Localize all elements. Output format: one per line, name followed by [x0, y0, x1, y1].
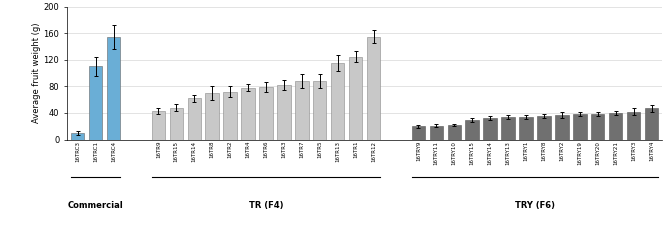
Bar [645, 108, 658, 140]
Text: Commercial: Commercial [68, 200, 124, 209]
Bar [107, 37, 120, 140]
Bar [573, 114, 587, 140]
Bar [277, 85, 290, 140]
Bar [187, 98, 201, 140]
Bar [501, 117, 515, 140]
Bar [466, 120, 479, 140]
Bar [349, 56, 363, 140]
Bar [242, 88, 255, 140]
Bar [205, 93, 219, 140]
Bar [313, 81, 326, 140]
Bar [448, 125, 461, 140]
Bar [484, 118, 497, 140]
Bar [609, 113, 622, 140]
Bar [260, 87, 273, 140]
Text: TR (F4): TR (F4) [249, 200, 283, 209]
Bar [429, 126, 443, 140]
Bar [627, 112, 640, 140]
Bar [152, 111, 165, 140]
Bar [89, 67, 102, 140]
Bar [71, 133, 84, 140]
Bar [331, 63, 345, 140]
Bar [519, 117, 533, 140]
Y-axis label: Average fruit weight (g): Average fruit weight (g) [31, 23, 41, 123]
Bar [367, 37, 380, 140]
Text: TRY (F6): TRY (F6) [515, 200, 555, 209]
Bar [411, 126, 425, 140]
Bar [537, 116, 551, 140]
Bar [295, 81, 308, 140]
Bar [223, 92, 237, 140]
Bar [169, 108, 183, 140]
Bar [591, 114, 605, 140]
Bar [555, 115, 569, 140]
